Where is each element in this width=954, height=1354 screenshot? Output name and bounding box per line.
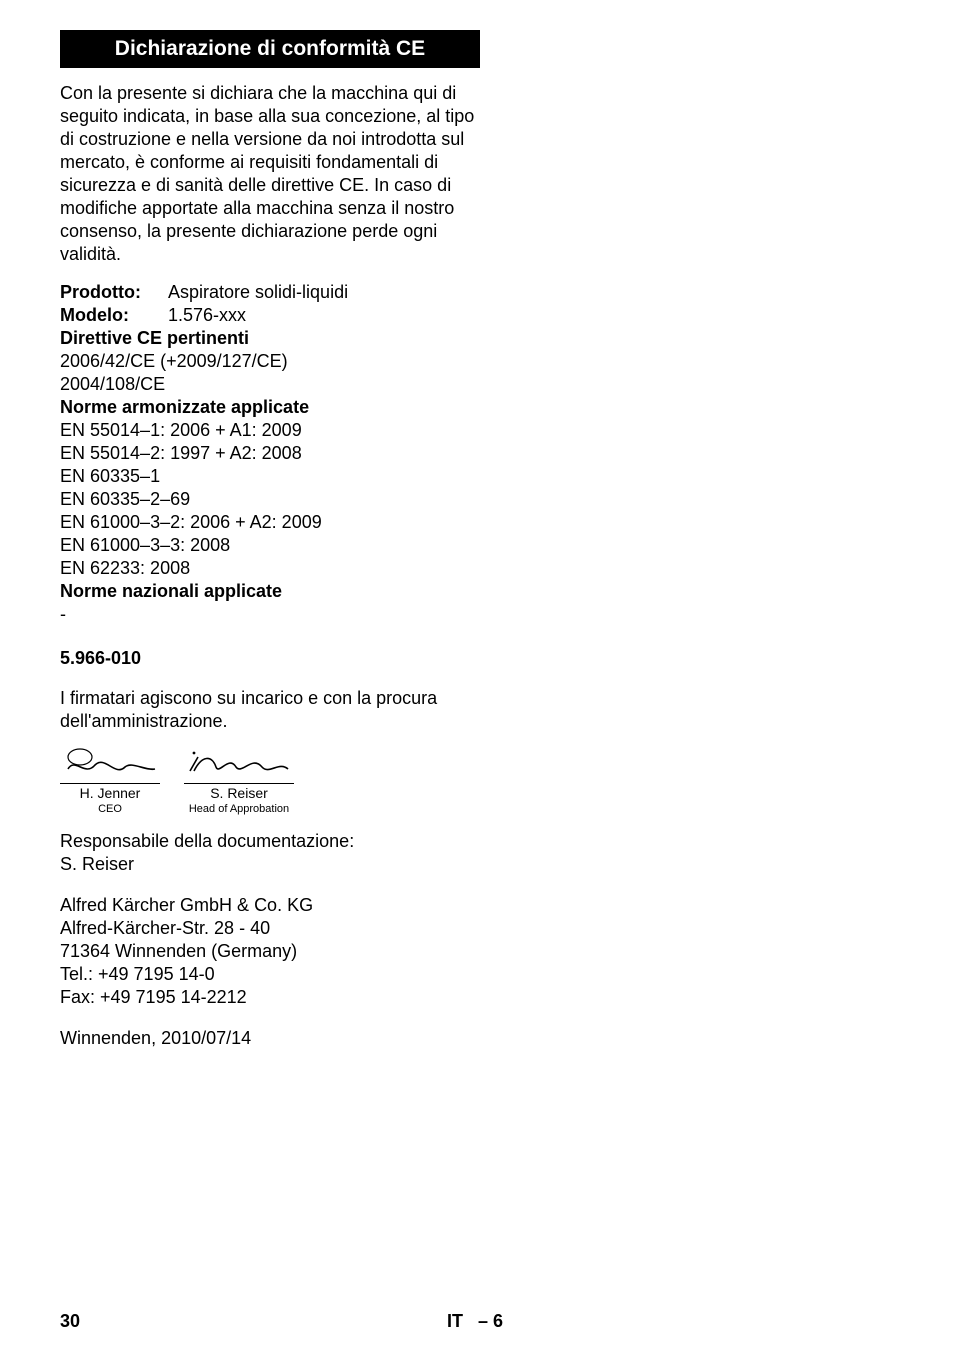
- standard-line: EN 60335–1: [60, 465, 480, 488]
- signature-title-1: CEO: [60, 803, 160, 816]
- footer-language: IT: [447, 1311, 463, 1331]
- national-heading: Norme nazionali applicate: [60, 580, 480, 603]
- company-line: Alfred-Kärcher-Str. 28 - 40: [60, 917, 480, 940]
- model-value: 1.576-xxx: [168, 304, 480, 327]
- doc-responsible-name: S. Reiser: [60, 853, 480, 876]
- directive-line: 2004/108/CE: [60, 373, 480, 396]
- standard-line: EN 55014–1: 2006 + A1: 2009: [60, 419, 480, 442]
- footer-page-number: 30: [60, 1311, 80, 1332]
- intro-paragraph: Con la presente si dichiara che la macch…: [60, 82, 480, 266]
- model-label: Modelo:: [60, 304, 168, 327]
- document-code: 5.966-010: [60, 648, 480, 669]
- standard-line: EN 55014–2: 1997 + A2: 2008: [60, 442, 480, 465]
- product-label: Prodotto:: [60, 281, 168, 304]
- signature-name-2: S. Reiser: [184, 783, 294, 802]
- company-line: Alfred Kärcher GmbH & Co. KG: [60, 894, 480, 917]
- standard-line: EN 62233: 2008: [60, 557, 480, 580]
- signature-block: H. Jenner CEO S. Reiser Head of Approbat…: [60, 747, 480, 816]
- standard-line: EN 61000–3–3: 2008: [60, 534, 480, 557]
- national-dash: -: [60, 603, 480, 626]
- signature-reiser-icon: [184, 747, 294, 783]
- section-title: Dichiarazione di conformità CE: [60, 30, 480, 68]
- directive-line: 2006/42/CE (+2009/127/CE): [60, 350, 480, 373]
- place-date: Winnenden, 2010/07/14: [60, 1027, 480, 1050]
- company-line: Fax: +49 7195 14-2212: [60, 986, 480, 1009]
- page-footer: 30 IT – 6: [60, 1311, 894, 1332]
- signature-jenner-icon: [60, 747, 160, 783]
- harmonized-heading: Norme armonizzate applicate: [60, 396, 480, 419]
- standard-line: EN 61000–3–2: 2006 + A2: 2009: [60, 511, 480, 534]
- doc-responsible-label: Responsabile della documentazione:: [60, 830, 480, 853]
- company-line: 71364 Winnenden (Germany): [60, 940, 480, 963]
- signatory-text: I firmatari agiscono su incarico e con l…: [60, 687, 480, 733]
- company-line: Tel.: +49 7195 14-0: [60, 963, 480, 986]
- signature-name-1: H. Jenner: [60, 783, 160, 802]
- directives-heading: Direttive CE pertinenti: [60, 327, 480, 350]
- footer-subpage: – 6: [478, 1311, 503, 1331]
- signature-title-2: Head of Approbation: [184, 803, 294, 816]
- product-value: Aspiratore solidi-liquidi: [168, 281, 480, 304]
- standard-line: EN 60335–2–69: [60, 488, 480, 511]
